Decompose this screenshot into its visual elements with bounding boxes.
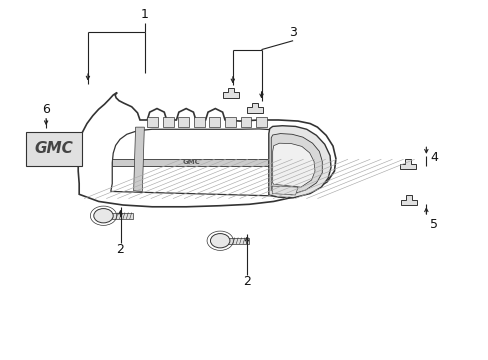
Text: 3: 3 (288, 26, 296, 39)
Polygon shape (240, 117, 251, 127)
Text: 2: 2 (116, 243, 124, 256)
Text: 6: 6 (42, 103, 50, 116)
Polygon shape (268, 126, 330, 198)
Polygon shape (133, 127, 144, 192)
Polygon shape (209, 117, 220, 127)
Text: GMC: GMC (182, 159, 200, 166)
Polygon shape (147, 117, 158, 127)
Polygon shape (272, 186, 297, 195)
Text: 5: 5 (429, 217, 437, 230)
Circle shape (210, 234, 229, 248)
Circle shape (94, 208, 113, 223)
Text: 1: 1 (141, 8, 148, 21)
Polygon shape (112, 212, 132, 219)
Polygon shape (399, 159, 415, 169)
Polygon shape (163, 117, 173, 127)
Polygon shape (271, 134, 322, 194)
Polygon shape (178, 117, 189, 127)
Polygon shape (112, 159, 312, 166)
Polygon shape (247, 103, 263, 113)
Polygon shape (400, 195, 416, 205)
Polygon shape (223, 88, 238, 98)
Text: 2: 2 (243, 275, 250, 288)
Polygon shape (194, 117, 204, 127)
Polygon shape (272, 143, 314, 187)
Polygon shape (256, 117, 266, 127)
Text: 4: 4 (429, 151, 437, 164)
Polygon shape (224, 117, 235, 127)
Polygon shape (228, 238, 249, 244)
Polygon shape (26, 132, 81, 166)
Text: GMC: GMC (34, 141, 73, 156)
